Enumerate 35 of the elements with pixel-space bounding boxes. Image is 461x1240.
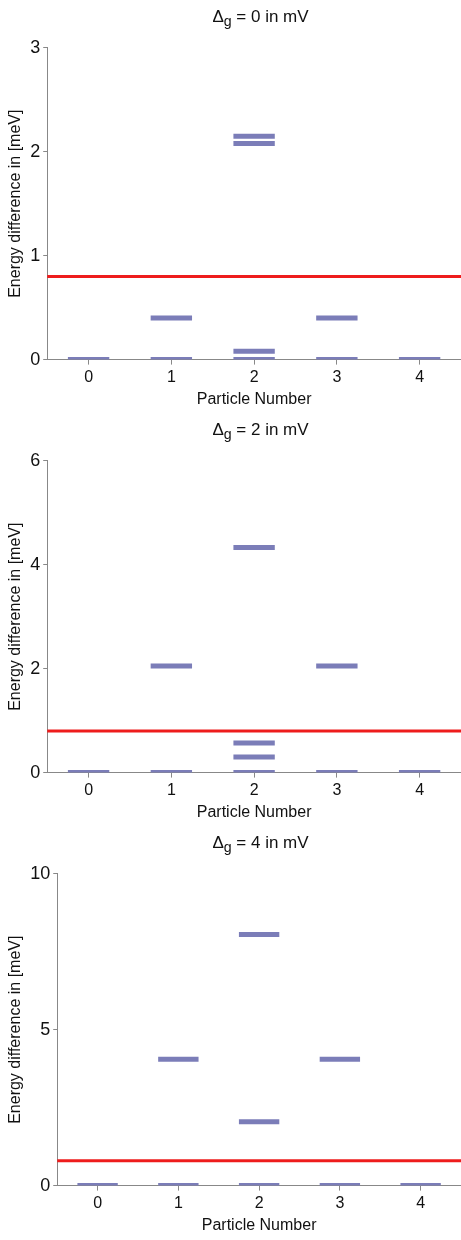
x-tick-label: 1 [173,1193,183,1211]
x-axis-title: Particle Number [196,389,313,407]
x-axis-title: Particle Number [196,802,313,820]
chart-title: Δ$_{g}$ = 0 in mV [211,6,310,32]
y-axis-title: Energy difference in [meV] [6,109,24,298]
x-tick-label: 3 [332,367,342,385]
x-tick-label: 0 [84,780,94,798]
x-tick-label: 1 [166,780,176,798]
x-tick-label: 1 [166,367,176,385]
x-tick-label: 4 [415,367,425,385]
y-axis-title: Energy difference in [meV] [6,935,24,1124]
x-tick-label: 4 [415,780,425,798]
y-tick-label: 10 [30,862,51,883]
y-tick-label: 5 [40,1018,51,1039]
chart-title: Δ$_{g}$ = 4 in mV [211,832,310,858]
y-tick-label: 1 [30,244,41,265]
x-tick-label: 2 [254,1193,264,1211]
y-tick-label: 0 [30,761,41,782]
x-tick-label: 3 [332,780,342,798]
y-tick-label: 6 [30,449,41,470]
y-tick-label: 0 [30,348,41,369]
x-tick-label: 0 [84,367,94,385]
y-tick-label: 3 [30,36,41,57]
chart-title: Δ$_{g}$ = 2 in mV [211,419,310,445]
x-tick-label: 2 [249,780,259,798]
y-axis-title: Energy difference in [meV] [6,522,24,711]
y-tick-label: 4 [30,553,41,574]
x-axis-title: Particle Number [201,1215,318,1233]
y-tick-label: 2 [30,657,41,678]
x-tick-label: 0 [93,1193,103,1211]
x-tick-label: 2 [249,367,259,385]
x-tick-label: 3 [335,1193,345,1211]
y-tick-label: 0 [40,1174,51,1195]
x-tick-label: 4 [416,1193,426,1211]
y-tick-label: 2 [30,140,41,161]
